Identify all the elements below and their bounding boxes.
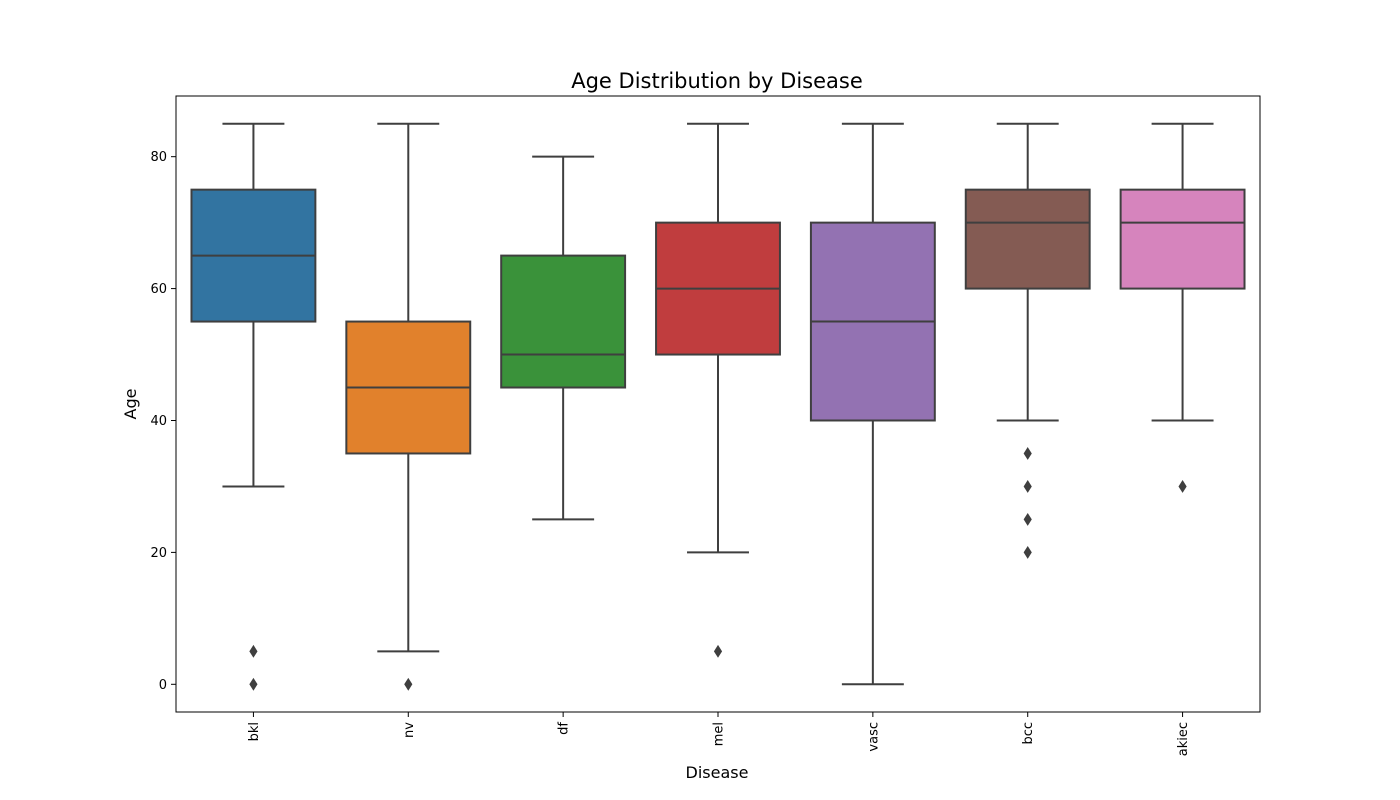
iqr-box	[1119, 188, 1246, 290]
y-tick-label: 80	[150, 150, 167, 165]
x-tick-label: nv	[402, 722, 417, 738]
x-tick-label: bcc	[1021, 722, 1036, 745]
y-tick-label: 20	[150, 546, 167, 561]
outlier-point	[713, 644, 723, 658]
box-bkl	[190, 122, 317, 691]
y-tick-label: 40	[150, 414, 167, 429]
x-tick-label: mel	[712, 722, 727, 746]
box-akiec	[1119, 122, 1246, 493]
outlier-point	[249, 644, 258, 658]
y-axis-label: Age	[121, 389, 140, 420]
outlier-point	[1178, 480, 1187, 493]
x-tick-label: df	[557, 722, 572, 735]
x-axis-label: Disease	[686, 763, 749, 782]
chart-title: Age Distribution by Disease	[571, 69, 863, 93]
y-tick-label: 60	[150, 282, 167, 297]
box-nv	[345, 122, 472, 691]
outlier-point	[1023, 480, 1032, 493]
x-tick-label: vasc	[866, 722, 881, 752]
outlier-point	[404, 677, 413, 691]
plot-area: 0 20 40 60 80 bkl nv df mel vasc bcc akiec	[150, 122, 1246, 756]
box-mel	[655, 122, 781, 658]
outlier-point	[1023, 545, 1032, 559]
iqr-box	[500, 254, 627, 389]
box-df	[500, 155, 627, 521]
x-tick-label: bkl	[247, 722, 262, 741]
outlier-point	[1023, 447, 1032, 460]
box-bcc	[964, 122, 1091, 559]
box-vasc	[809, 122, 936, 686]
axes-frame	[175, 95, 1261, 713]
outlier-point	[1023, 512, 1032, 526]
outlier-point	[249, 677, 258, 691]
x-tick-label: akiec	[1176, 722, 1191, 756]
y-tick-label: 0	[159, 678, 167, 693]
iqr-box	[964, 188, 1091, 290]
